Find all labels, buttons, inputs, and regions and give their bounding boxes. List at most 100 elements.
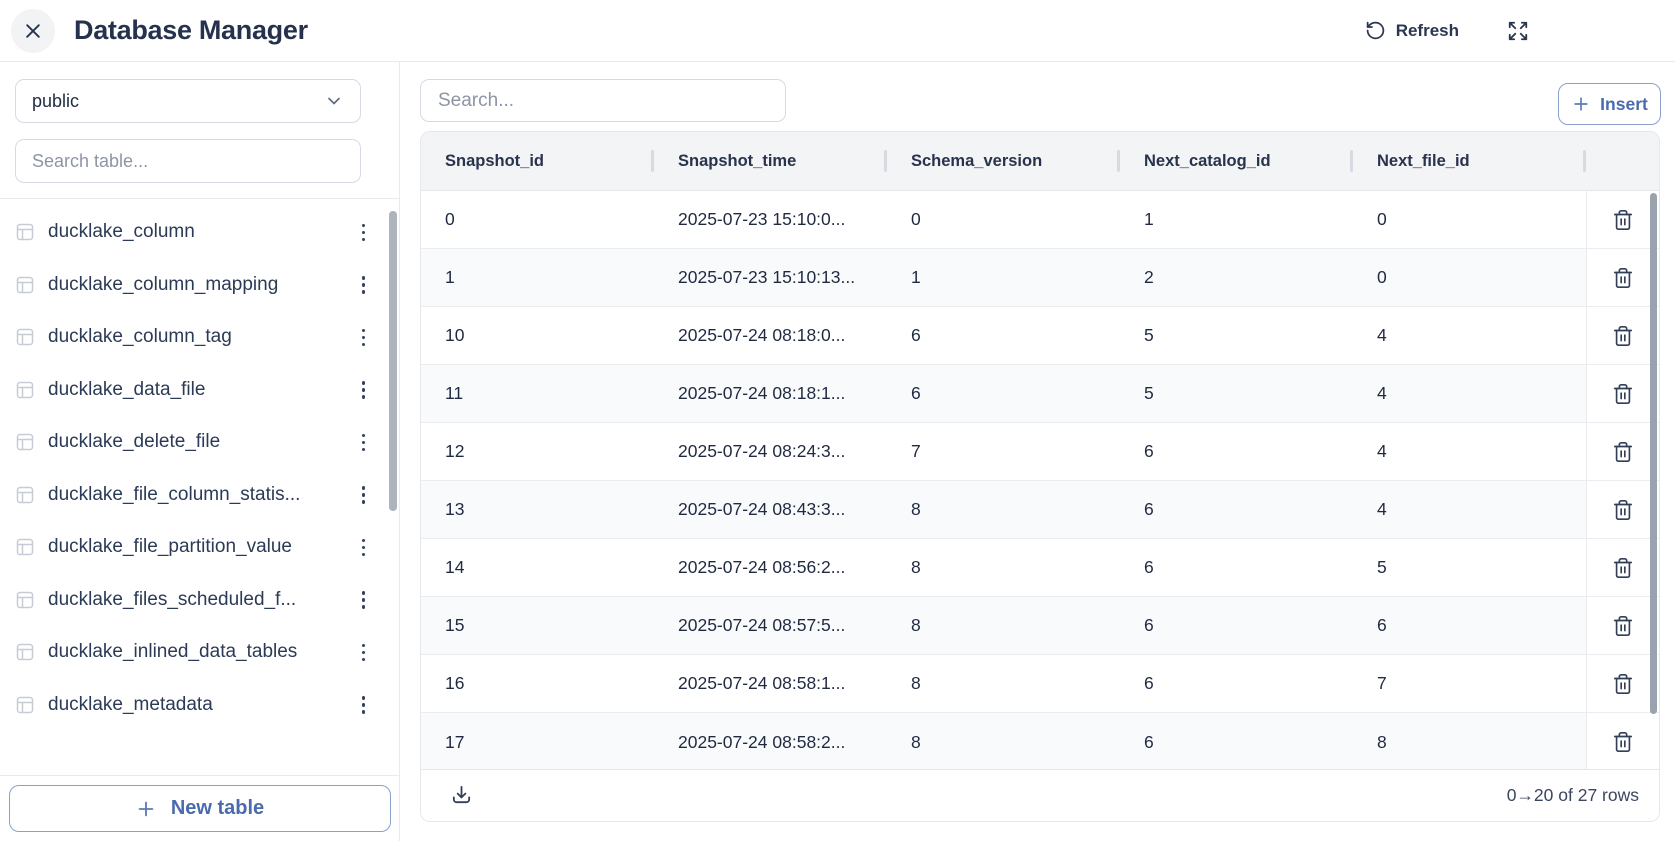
cell-schema-version: 0 bbox=[911, 209, 921, 229]
cell-schema-version: 8 bbox=[911, 673, 921, 693]
delete-row-button[interactable] bbox=[1608, 321, 1638, 351]
insert-button[interactable]: Insert bbox=[1558, 83, 1661, 125]
sidebar-item-ducklake-column-tag[interactable]: ducklake_column_tag bbox=[0, 311, 399, 364]
table-menu-button[interactable] bbox=[356, 325, 372, 351]
column-resize-handle[interactable] bbox=[884, 150, 887, 172]
table-row: 10 2025-07-24 08:18:0... 6 5 4 bbox=[421, 307, 1659, 365]
sidebar-item-ducklake-file-column-statistics[interactable]: ducklake_file_column_statis... bbox=[0, 469, 399, 522]
refresh-icon bbox=[1365, 20, 1386, 41]
sidebar-item-ducklake-files-scheduled-for-deletion[interactable]: ducklake_files_scheduled_f... bbox=[0, 574, 399, 627]
table-name: ducklake_file_column_statis... bbox=[48, 483, 301, 505]
column-resize-handle[interactable] bbox=[1117, 150, 1120, 172]
delete-row-button[interactable] bbox=[1608, 669, 1638, 699]
sidebar-item-ducklake-column-mapping[interactable]: ducklake_column_mapping bbox=[0, 259, 399, 312]
data-table-card: Snapshot_id Snapshot_time Schema_version… bbox=[420, 131, 1660, 822]
sidebar-item-ducklake-file-partition-value[interactable]: ducklake_file_partition_value bbox=[0, 521, 399, 574]
cell-snapshot-time: 2025-07-23 15:10:0... bbox=[678, 209, 846, 229]
top-bar: Database Manager Refresh bbox=[0, 0, 1675, 62]
cell-snapshot-time: 2025-07-24 08:43:3... bbox=[678, 499, 846, 519]
column-resize-handle[interactable] bbox=[1350, 150, 1353, 172]
row-actions bbox=[1586, 365, 1659, 422]
new-table-label: New table bbox=[170, 797, 265, 819]
column-header-schema-version: Schema_version bbox=[887, 132, 1120, 190]
table-row: 14 2025-07-24 08:56:2... 8 6 5 bbox=[421, 539, 1659, 597]
column-header-label: Snapshot_time bbox=[678, 151, 797, 170]
table-icon bbox=[15, 275, 35, 295]
delete-row-button[interactable] bbox=[1608, 263, 1638, 293]
sidebar-item-ducklake-column[interactable]: ducklake_column bbox=[0, 206, 399, 259]
new-table-button[interactable]: New table bbox=[8, 785, 391, 832]
table-menu-button[interactable] bbox=[356, 430, 372, 456]
table-menu-button[interactable] bbox=[356, 220, 372, 246]
table-row: 17 2025-07-24 08:58:2... 8 6 8 bbox=[421, 713, 1659, 771]
table-menu-button[interactable] bbox=[356, 482, 372, 508]
download-button[interactable] bbox=[444, 783, 479, 808]
column-header-snapshot-id: Snapshot_id bbox=[421, 132, 654, 190]
close-button[interactable] bbox=[11, 8, 55, 53]
sidebar: public ducklake_column ducklake_column_m… bbox=[0, 62, 400, 841]
cell-next-file-id: 4 bbox=[1377, 383, 1387, 403]
kebab-icon bbox=[361, 276, 365, 294]
plus-icon bbox=[135, 798, 157, 820]
expand-icon bbox=[1507, 20, 1529, 42]
delete-row-button[interactable] bbox=[1608, 379, 1638, 409]
cell-snapshot-time: 2025-07-24 08:57:5... bbox=[678, 615, 846, 635]
delete-row-button[interactable] bbox=[1608, 437, 1638, 467]
sidebar-scrollbar[interactable] bbox=[389, 211, 397, 511]
table-icon bbox=[15, 327, 35, 347]
delete-row-button[interactable] bbox=[1608, 611, 1638, 641]
sidebar-item-ducklake-delete-file[interactable]: ducklake_delete_file bbox=[0, 416, 399, 469]
table-name: ducklake_data_file bbox=[48, 378, 206, 400]
page-title: Database Manager bbox=[74, 15, 308, 45]
table-row: 15 2025-07-24 08:57:5... 8 6 6 bbox=[421, 597, 1659, 655]
column-resize-handle[interactable] bbox=[1583, 150, 1586, 172]
insert-label: Insert bbox=[1600, 93, 1648, 114]
table-menu-button[interactable] bbox=[356, 640, 372, 666]
table-menu-button[interactable] bbox=[356, 692, 372, 718]
cell-next-catalog-id: 2 bbox=[1144, 267, 1154, 287]
cell-schema-version: 7 bbox=[911, 441, 921, 461]
delete-row-button[interactable] bbox=[1608, 553, 1638, 583]
table-row: 11 2025-07-24 08:18:1... 6 5 4 bbox=[421, 365, 1659, 423]
table-row: 12 2025-07-24 08:24:3... 7 6 4 bbox=[421, 423, 1659, 481]
cell-snapshot-time: 2025-07-24 08:18:1... bbox=[678, 383, 846, 403]
table-menu-button[interactable] bbox=[356, 535, 372, 561]
sidebar-item-ducklake-inlined-data-tables[interactable]: ducklake_inlined_data_tables bbox=[0, 626, 399, 679]
table-menu-button[interactable] bbox=[356, 587, 372, 613]
table-menu-button[interactable] bbox=[356, 377, 372, 403]
cell-schema-version: 8 bbox=[911, 731, 921, 752]
fullscreen-button[interactable] bbox=[1501, 19, 1535, 43]
table-row: 16 2025-07-24 08:58:1... 8 6 7 bbox=[421, 655, 1659, 713]
trash-icon bbox=[1612, 267, 1634, 289]
column-header-actions bbox=[1586, 132, 1659, 190]
refresh-button[interactable]: Refresh bbox=[1359, 19, 1465, 42]
table-menu-button[interactable] bbox=[356, 272, 372, 298]
cell-snapshot-id: 12 bbox=[445, 441, 465, 461]
cell-next-file-id: 0 bbox=[1377, 209, 1387, 229]
table-search-input[interactable] bbox=[15, 139, 361, 183]
table-name: ducklake_column bbox=[48, 221, 195, 243]
table-list: ducklake_column ducklake_column_mapping … bbox=[0, 198, 399, 775]
delete-row-button[interactable] bbox=[1608, 205, 1638, 235]
table-icon bbox=[15, 590, 35, 610]
cell-snapshot-id: 11 bbox=[445, 383, 464, 403]
sidebar-item-ducklake-metadata[interactable]: ducklake_metadata bbox=[0, 679, 399, 732]
column-resize-handle[interactable] bbox=[651, 150, 654, 172]
cell-next-file-id: 0 bbox=[1377, 267, 1387, 287]
sidebar-item-ducklake-data-file[interactable]: ducklake_data_file bbox=[0, 364, 399, 417]
table-scrollbar[interactable] bbox=[1650, 193, 1657, 714]
column-header-label: Next_catalog_id bbox=[1144, 151, 1271, 170]
table-icon bbox=[15, 537, 35, 557]
close-icon bbox=[23, 21, 43, 41]
cell-next-file-id: 4 bbox=[1377, 441, 1387, 461]
table-icon bbox=[15, 485, 35, 505]
download-icon bbox=[450, 784, 473, 807]
search-input[interactable] bbox=[420, 79, 786, 122]
delete-row-button[interactable] bbox=[1608, 495, 1638, 525]
delete-row-button[interactable] bbox=[1608, 727, 1638, 757]
schema-select[interactable]: public bbox=[15, 79, 361, 123]
trash-icon bbox=[1612, 499, 1634, 521]
cell-schema-version: 8 bbox=[911, 499, 921, 519]
cell-snapshot-time: 2025-07-24 08:24:3... bbox=[678, 441, 846, 461]
cell-next-file-id: 4 bbox=[1377, 499, 1387, 519]
